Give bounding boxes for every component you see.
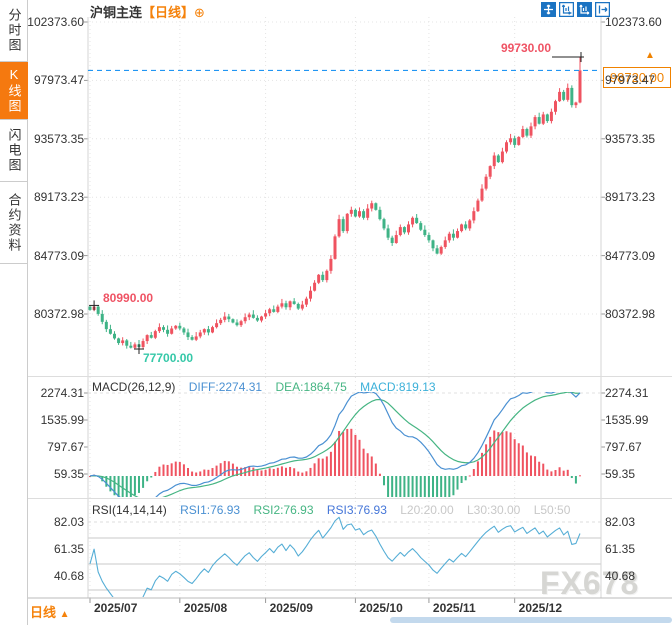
rsi-name-label: RSI(14,14,14) — [92, 503, 167, 517]
fx678-watermark: FX678 — [540, 565, 640, 601]
toolbar — [541, 2, 610, 17]
macd-y-axis-label-right: 1535.99 — [605, 413, 649, 427]
macd-y-axis-label-left: 1535.99 — [40, 413, 84, 427]
x-axis-month-label: 2025/07 — [94, 601, 138, 615]
main-y-axis-label-left: 80372.98 — [33, 307, 84, 321]
macd-name-label: MACD(26,12,9) — [92, 380, 176, 394]
x-axis-month-label: 2025/10 — [359, 601, 403, 615]
rsi-y-axis-label-right: 82.03 — [605, 515, 636, 529]
new-high-arrow-icon: ▲ — [645, 50, 655, 61]
rsi1-value: RSI1:76.93 — [180, 503, 241, 517]
last-price-badge: 98720.00 — [603, 67, 671, 88]
main-y-axis-label-right: 97973.47 — [605, 73, 656, 88]
horizontal-scrollbar-thumb[interactable] — [390, 617, 672, 623]
auto-scale-icon[interactable] — [577, 2, 592, 17]
rsi-y-axis-label-right: 61.35 — [605, 542, 636, 556]
crosshair-move-icon[interactable] — [541, 2, 556, 17]
add-indicator-icon[interactable]: ⊕ — [194, 5, 205, 20]
rsi-legend: RSI(14,14,14) RSI1:76.93 RSI2:76.93 RSI3… — [92, 503, 580, 517]
triangle-up-icon: ▲ — [59, 609, 70, 620]
main-y-axis-label-right: 84773.09 — [605, 248, 656, 263]
sidebar: 分时图 K线图 闪电图 合约资料 — [0, 0, 28, 625]
early-high-annotation: 80990.00 — [103, 291, 154, 305]
macd-y-axis-label-left: 59.35 — [53, 467, 84, 481]
period-selector-label: 日线 — [30, 605, 57, 620]
sidebar-item-flash[interactable]: 闪电图 — [0, 120, 28, 182]
rsi-y-axis-label-left: 40.68 — [53, 569, 84, 583]
main-y-axis-label-left: 97973.47 — [33, 73, 84, 88]
main-y-axis-label-right: 93573.35 — [605, 131, 656, 146]
instrument-title: 沪铜主连 — [90, 5, 143, 20]
x-axis-month-label: 2025/12 — [518, 601, 563, 615]
macd-diff-value: DIFF:2274.31 — [188, 380, 263, 394]
macd-y-axis-label-left: 797.67 — [47, 440, 84, 454]
x-axis-month-label: 2025/11 — [432, 601, 476, 615]
macd-legend: MACD(26,12,9) DIFF:2274.31 DEA:1864.75 M… — [92, 380, 446, 394]
main-y-axis-label-right: 89173.23 — [605, 190, 656, 205]
main-y-axis-label-right: 102373.60 — [605, 15, 662, 29]
rsi-y-axis-label-left: 61.35 — [53, 542, 84, 556]
x-axis-month-label: 2025/08 — [183, 601, 228, 615]
high-price-annotation: 99730.00 — [500, 41, 551, 55]
main-y-axis-label-left: 89173.23 — [33, 190, 84, 205]
macd-y-axis-label-right: 2274.31 — [605, 386, 649, 400]
rsi-l50-label: L50:50 — [533, 503, 571, 517]
x-axis-month-label: 2025/09 — [269, 601, 313, 615]
rsi3-value: RSI3:76.93 — [326, 503, 387, 517]
sidebar-item-contract-info[interactable]: 合约资料 — [0, 182, 28, 264]
chart-header: 沪铜主连【日线】⊕ — [90, 2, 205, 20]
period-selector-button[interactable]: 日线 ▲ — [30, 602, 70, 621]
low-price-annotation: 77700.00 — [143, 351, 194, 365]
rsi-y-axis-label-left: 82.03 — [53, 515, 84, 529]
macd-dea-value: DEA:1864.75 — [275, 380, 347, 394]
axis-scale-icon[interactable] — [559, 2, 574, 17]
macd-y-axis-label-right: 797.67 — [605, 440, 642, 454]
main-y-axis-label-left: 102373.60 — [27, 15, 84, 29]
rsi2-value: RSI2:76.93 — [253, 503, 314, 517]
period-tag: 【日线】 — [142, 5, 195, 20]
macd-macd-value: MACD:819.13 — [360, 380, 436, 394]
rsi-l30-label: L30:30.00 — [466, 503, 521, 517]
main-y-axis-label-right: 80372.98 — [605, 307, 656, 321]
main-y-axis-label-left: 93573.35 — [33, 131, 84, 146]
exit-pan-icon[interactable] — [595, 2, 610, 17]
macd-y-axis-label-left: 2274.31 — [40, 386, 84, 400]
sidebar-item-kline[interactable]: K线图 — [0, 62, 28, 120]
rsi-y-axis-label-right: 40.68 — [605, 569, 636, 583]
main-y-axis-label-left: 84773.09 — [33, 248, 84, 263]
macd-y-axis-label-right: 59.35 — [605, 467, 636, 481]
sidebar-item-timeline[interactable]: 分时图 — [0, 0, 28, 62]
rsi-l20-label: L20:20.00 — [400, 503, 454, 517]
